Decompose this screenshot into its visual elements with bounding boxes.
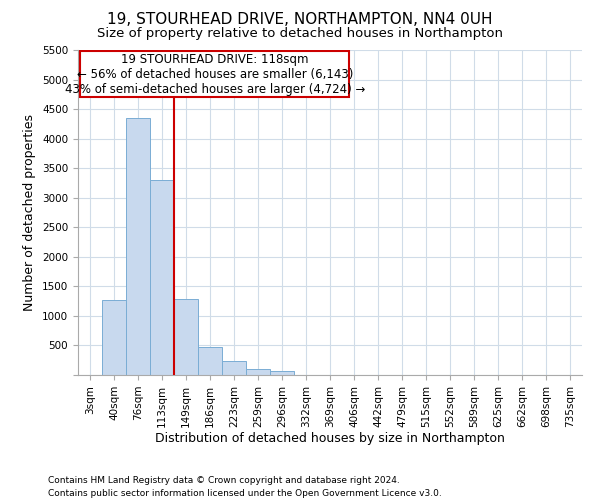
Text: Contains HM Land Registry data © Crown copyright and database right 2024.: Contains HM Land Registry data © Crown c… (48, 476, 400, 485)
Bar (270, 372, 294, 375)
Bar (222, 361, 246, 375)
Bar (246, 369, 270, 375)
Text: Size of property relative to detached houses in Northampton: Size of property relative to detached ho… (97, 28, 503, 40)
Bar (102, 300, 126, 375)
Bar (80, 51, 349, 98)
Text: 19, STOURHEAD DRIVE, NORTHAMPTON, NN4 0UH: 19, STOURHEAD DRIVE, NORTHAMPTON, NN4 0U… (107, 12, 493, 28)
Y-axis label: Number of detached properties: Number of detached properties (23, 114, 37, 311)
Bar (174, 299, 198, 375)
Bar (126, 118, 150, 375)
X-axis label: Distribution of detached houses by size in Northampton: Distribution of detached houses by size … (155, 432, 505, 446)
Text: Contains public sector information licensed under the Open Government Licence v3: Contains public sector information licen… (48, 488, 442, 498)
Text: 19 STOURHEAD DRIVE: 118sqm
← 56% of detached houses are smaller (6,143)
43% of s: 19 STOURHEAD DRIVE: 118sqm ← 56% of deta… (65, 52, 365, 96)
Bar (198, 346, 222, 375)
Bar (150, 180, 174, 375)
